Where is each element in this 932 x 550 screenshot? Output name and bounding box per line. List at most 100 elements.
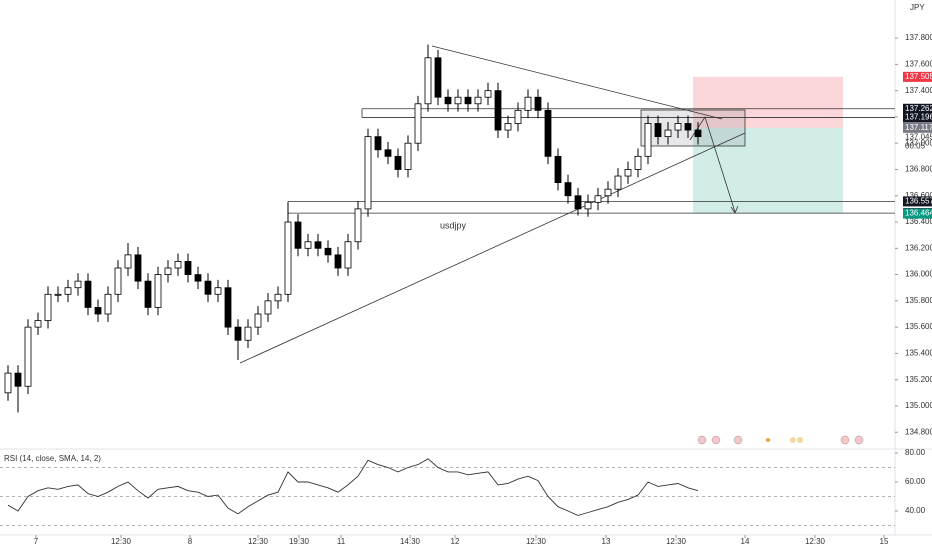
candle-body [484,90,492,98]
candle-body [14,372,22,387]
x-tick-label: 13 [602,537,611,546]
y-tick-label: 135.600 [905,322,932,331]
candle-body [414,103,422,144]
candle-body [34,320,42,328]
x-tick-label: 19:30 [289,537,310,546]
candle-body [364,136,372,210]
candle-body [314,241,322,249]
candle-body [244,326,252,341]
candle-body [124,254,132,269]
candle-body [64,287,72,295]
y-tick-label: 136.000 [905,270,932,279]
candle-body [544,109,552,157]
candle-body [684,123,692,131]
candle-body [614,175,622,190]
candle-body [144,280,152,308]
trendline [431,45,723,120]
y-tick-label: 136.400 [905,217,932,226]
candle-body [504,123,512,131]
candle-body [84,280,92,308]
y-tick-label: 137.600 [905,59,932,68]
candle-body [154,274,162,308]
candle-body [264,300,272,315]
candle-body [44,293,52,321]
candle-body [274,293,282,302]
price-badge-label: 136.557 [905,197,932,206]
y-tick-label: 137.400 [905,86,932,95]
price-badge-label: 137.196 [905,113,932,122]
event-icon [840,435,850,445]
y-tick-label: 134.800 [905,427,932,436]
candle-body [584,201,592,210]
candle-body [134,254,142,282]
drawings [239,45,746,364]
x-tick-label: 12 [451,537,460,546]
y-tick-label: 135.400 [905,349,932,358]
candle-body [424,57,432,105]
event-icon [797,437,803,443]
last-price-label: 137.045 [905,132,932,141]
y-tick-label: 135.000 [905,401,932,410]
candle-body [214,287,222,295]
price-badge [903,208,932,219]
y-tick-label: 136.800 [905,165,932,174]
candle-body [654,123,662,138]
candle-body [324,247,332,256]
event-icon [790,437,796,443]
candle-body [54,293,62,296]
target-zone [693,127,843,214]
x-tick-label: 12:30 [666,537,687,546]
currency-label: JPY [910,3,925,12]
price-badge [903,196,932,207]
rsi-title: RSI (14, close, SMA, 14, 2) [4,454,101,463]
candle-body [304,241,312,249]
candle-body [644,123,652,157]
candle-body [74,280,82,289]
candle-body [94,307,102,315]
candle-body [524,96,532,111]
x-tick-label: 14 [741,537,750,546]
candle-body [394,155,402,170]
y-tick-label: 136.200 [905,243,932,252]
candle-body [564,182,572,197]
price-badge [903,71,932,82]
candle-body [4,372,12,394]
candle-body [374,136,382,151]
candle-body [104,293,112,315]
candle-body [474,96,482,105]
event-icon [766,438,770,442]
candle-body [634,155,642,170]
candle-body [164,267,172,275]
stop-zone [693,76,843,128]
x-tick-label: 8 [188,537,193,546]
candle-body [694,129,702,138]
candle-body [234,326,242,341]
candle-body [204,280,212,295]
candle-body [554,155,562,184]
price-badge-label: 136.464 [905,209,932,218]
rsi-tick-label: 80.00 [905,448,926,457]
annotation: usdjpy [440,220,467,230]
x-tick-label: 12:30 [805,537,826,546]
countdown-label: 00:05 [905,141,926,150]
candle-body [594,195,602,203]
candle-body [664,129,672,138]
price-badge [903,103,932,114]
event-icon [854,435,864,445]
trendline [239,132,746,364]
event-icon [733,435,743,445]
price-badge [903,112,932,123]
y-tick-label: 137.000 [905,138,932,147]
candle-body [604,188,612,197]
price-badge-label: 137.117 [905,123,932,132]
candle-body [534,96,542,111]
event-icons [697,435,864,445]
candle-body [674,123,682,131]
candle-body [574,195,582,210]
candle-body [464,96,472,105]
candle-body [224,287,232,328]
x-tick-label: 11 [337,537,346,546]
candle-body [404,142,412,170]
candle-body [24,326,32,387]
